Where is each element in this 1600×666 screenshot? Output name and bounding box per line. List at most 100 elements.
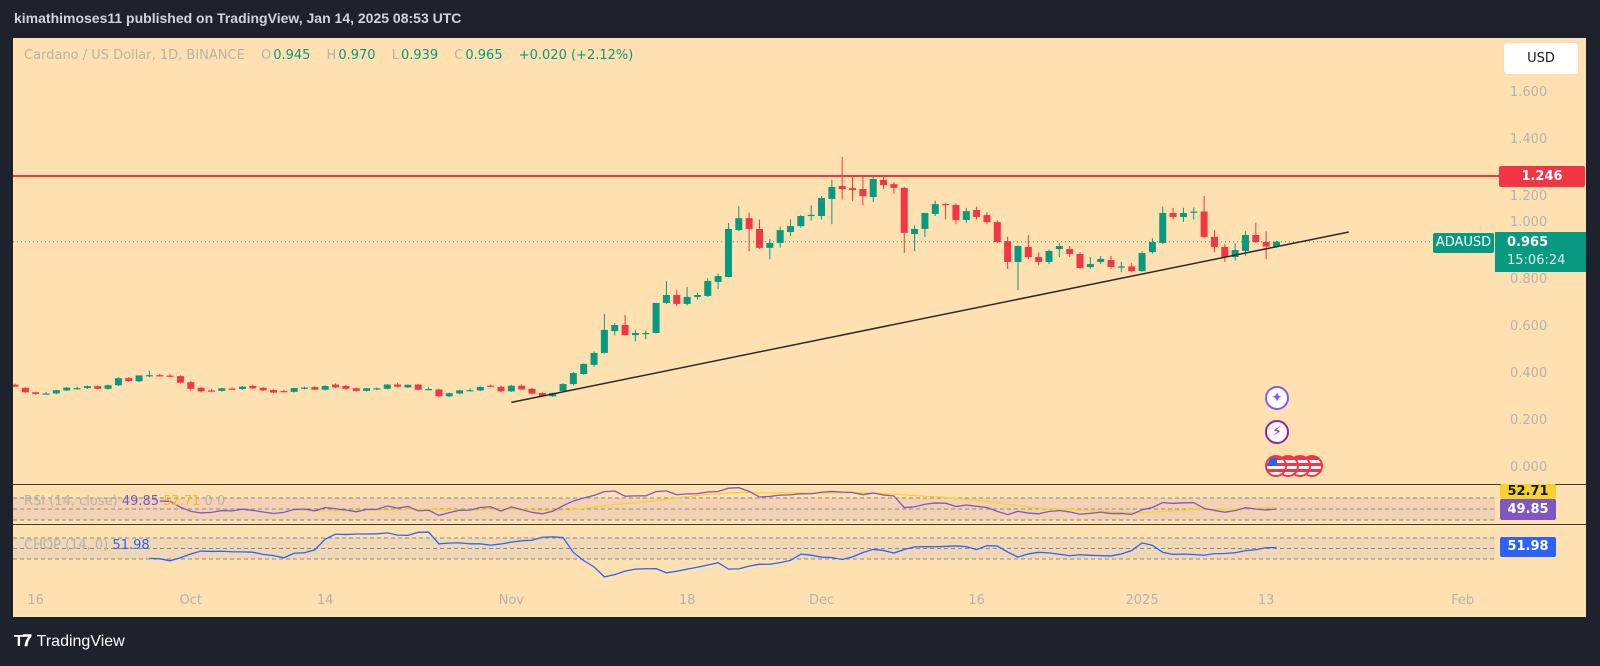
- candle: [135, 375, 143, 382]
- candle-body: [818, 197, 826, 217]
- candle-body: [497, 386, 505, 392]
- candle-body: [538, 392, 546, 397]
- chop-legend[interactable]: CHOP (14, 0) 51.98: [24, 538, 150, 553]
- time-axis-label: Oct: [179, 593, 203, 608]
- candle: [363, 387, 371, 392]
- candle-body: [983, 215, 991, 223]
- candle-body: [1200, 211, 1208, 237]
- footer-brand[interactable]: T𝟕 TradingView: [14, 633, 125, 651]
- candle-body: [238, 386, 246, 390]
- candle-body: [383, 384, 391, 389]
- symbol-legend: Cardano / US Dollar, 1D, BINANCE O 0.945 …: [24, 48, 635, 63]
- candle: [94, 385, 102, 390]
- candle: [1055, 242, 1063, 258]
- trendline: [511, 231, 1350, 404]
- low-label: L: [391, 48, 399, 63]
- candle-body: [652, 302, 660, 333]
- symbol-title[interactable]: Cardano / US Dollar, 1D, BINANCE: [24, 48, 245, 63]
- candle: [683, 287, 691, 306]
- candle-body: [518, 385, 526, 390]
- candle-body: [218, 388, 226, 391]
- candle: [73, 386, 81, 390]
- candle-body: [414, 384, 422, 390]
- us-flag-icon[interactable]: [1265, 455, 1287, 477]
- candle: [880, 175, 888, 190]
- candle-body: [73, 388, 81, 390]
- high-value: 0.970: [338, 48, 376, 63]
- candle: [176, 375, 184, 384]
- candle-body: [1210, 236, 1218, 247]
- candle: [166, 374, 174, 377]
- candle: [652, 302, 660, 334]
- candle: [580, 363, 588, 375]
- candle-body: [94, 386, 102, 389]
- candle: [114, 377, 122, 386]
- candle: [1200, 196, 1208, 239]
- candle: [828, 179, 836, 225]
- price-axis-label: 1.400: [1510, 131, 1548, 147]
- candle-body: [476, 386, 484, 391]
- candle-body: [404, 384, 412, 388]
- brand-name: TradingView: [36, 633, 125, 650]
- candle-body: [859, 189, 867, 197]
- candle-body: [166, 375, 174, 377]
- candle: [1014, 245, 1022, 291]
- rsi-ma-value: 52.71: [163, 494, 201, 509]
- candle: [1262, 231, 1270, 260]
- candle: [32, 391, 40, 395]
- candle: [838, 156, 846, 200]
- candle-body: [259, 387, 267, 391]
- candle: [735, 206, 743, 232]
- candle-body: [83, 386, 91, 389]
- candle-body: [704, 280, 712, 296]
- candle: [745, 212, 753, 252]
- candle-body: [249, 385, 257, 389]
- candle: [1179, 207, 1187, 222]
- candle: [1066, 246, 1074, 258]
- chop-value: 51.98: [112, 538, 150, 553]
- candle-body: [1014, 246, 1022, 262]
- candle-body: [394, 384, 402, 387]
- candle: [42, 391, 50, 395]
- candle-body: [580, 363, 588, 375]
- candle-body: [952, 205, 960, 221]
- candle: [13, 383, 19, 388]
- candle: [776, 226, 784, 248]
- candle-body: [104, 385, 112, 389]
- candle: [404, 384, 412, 389]
- price-axis-label: 0.800: [1510, 272, 1548, 288]
- candle-body: [797, 216, 805, 227]
- price-axis-label: 0.400: [1510, 366, 1548, 382]
- rsi-legend[interactable]: RSI (14, close) 49.85 52.71 0 0: [24, 494, 225, 509]
- candle-body: [1107, 260, 1115, 267]
- candle: [1107, 255, 1115, 269]
- candle: [456, 389, 464, 395]
- candle: [942, 203, 950, 220]
- currency-button[interactable]: USD: [1504, 43, 1578, 74]
- candle: [983, 212, 991, 225]
- candle-body: [197, 387, 205, 392]
- rsi-ma-badge: 52.71: [1500, 484, 1556, 499]
- candle-body: [569, 373, 577, 385]
- candle: [197, 386, 205, 393]
- candle: [290, 387, 298, 393]
- candle-body: [311, 387, 319, 390]
- candle-body: [21, 387, 29, 393]
- candle-body: [993, 222, 1001, 243]
- candle-body: [187, 382, 195, 389]
- candle-body: [714, 276, 722, 282]
- candle: [900, 186, 908, 254]
- open-label: O: [260, 48, 272, 63]
- candle: [518, 384, 526, 390]
- candle-body: [114, 378, 122, 386]
- candle: [662, 281, 670, 304]
- sparkle-icon[interactable]: ✦: [1265, 386, 1289, 410]
- lightning-icon[interactable]: ⚡: [1265, 420, 1289, 444]
- candle: [787, 219, 794, 236]
- candle-body: [228, 388, 236, 390]
- candle-body: [1117, 266, 1125, 268]
- candle: [807, 205, 815, 221]
- candle: [818, 196, 826, 220]
- candle: [445, 392, 453, 398]
